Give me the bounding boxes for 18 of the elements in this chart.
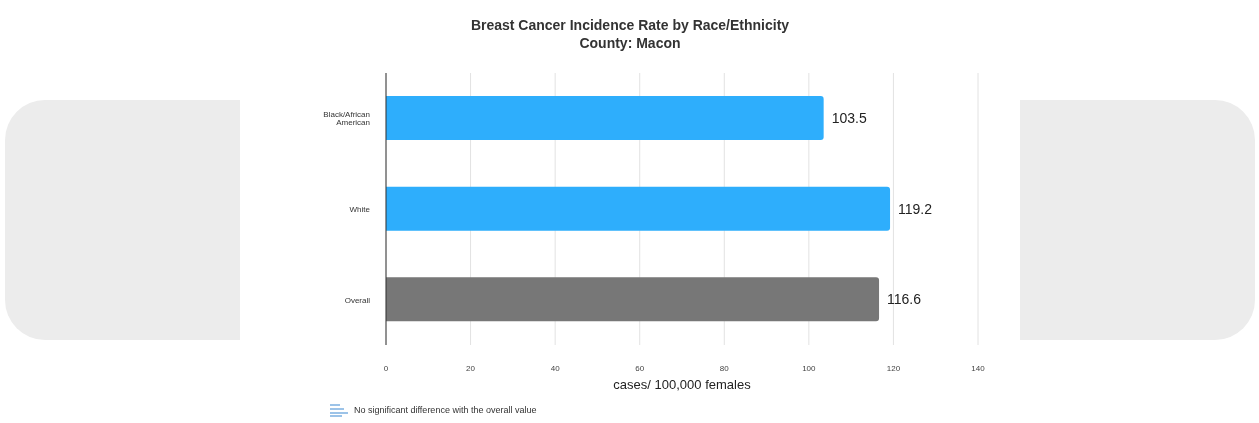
x-axis-title: cases/ 100,000 females xyxy=(613,377,752,392)
y-tick-label: White xyxy=(349,204,371,214)
y-tick-label: Overall xyxy=(344,295,371,305)
x-tick-label: 40 xyxy=(550,363,561,373)
text: No significant difference with the overall value xyxy=(354,405,537,415)
y-tick-label: Black/African American xyxy=(323,110,370,128)
data-label: 103.5 xyxy=(831,109,867,126)
x-tick-label: 120 xyxy=(886,363,901,373)
data-label: 116.6 xyxy=(887,291,922,308)
x-tick-label: 0 xyxy=(383,363,389,373)
x-tick-label: 140 xyxy=(971,363,986,373)
x-tick-label: 100 xyxy=(802,363,817,373)
x-tick-label: 20 xyxy=(466,363,476,373)
data-label: 119.2 xyxy=(898,200,933,217)
chart-subtitle: County: Macon xyxy=(578,34,682,52)
x-tick-label: 80 xyxy=(719,363,730,373)
chart-title: Breast Cancer Incidence Rate by Race/Ethnicity xyxy=(469,16,791,34)
x-tick-label: 60 xyxy=(635,363,645,373)
